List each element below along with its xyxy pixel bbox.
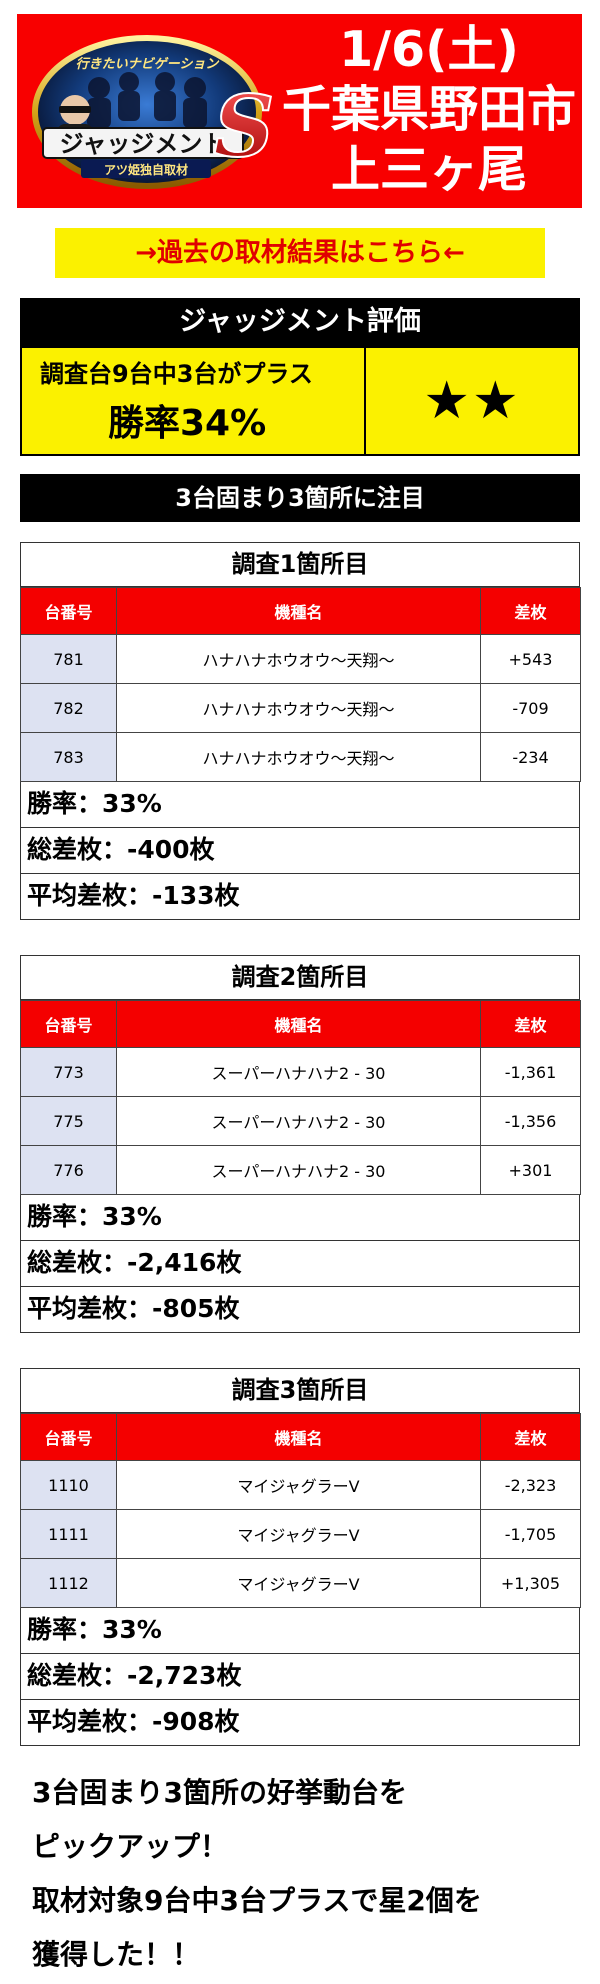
machine-diff: -1,361 [480,1047,581,1097]
machine-number: 781 [20,634,117,684]
header-model: 機種名 [116,1413,481,1461]
judgement-title: ジャッジメント評価 [20,298,580,346]
survey-title: 調査2箇所目 [20,955,580,1000]
focus-heading: 3台固まり3箇所に注目 [20,474,580,522]
table-header-row: 台番号 機種名 差枚 [20,587,581,635]
header-diff: 差枚 [480,587,581,635]
survey-title: 調査3箇所目 [20,1368,580,1413]
machine-table: 台番号 機種名 差枚 773 スーパーハナハナ2 - 30 -1,361 775… [20,1000,581,1195]
machine-model: スーパーハナハナ2 - 30 [116,1145,481,1195]
header-number: 台番号 [20,1413,117,1461]
judgement-result: 調査台9台中3台がプラス 勝率34% [22,348,366,454]
judgement-summary: 調査台9台中3台がプラス [40,360,313,388]
table-row: 773 スーパーハナハナ2 - 30 -1,361 [20,1047,581,1097]
machine-number: 775 [20,1096,117,1146]
survey-total-diff: 総差枚：-400枚 [20,828,580,874]
judgement-s-logo: 行きたいナビゲーション ジャッジメント アツ姫独自取材 S [32,35,275,189]
table-row: 781 ハナハナホウオウ～天翔～ +543 [20,634,581,684]
machine-table: 台番号 機種名 差枚 1110 マイジャグラーV -2,323 1111 マイジ… [20,1413,581,1608]
machine-diff: -1,356 [480,1096,581,1146]
survey-win-rate: 勝率：33% [20,1195,580,1241]
survey-average-diff: 平均差枚：-908枚 [20,1700,580,1746]
past-results-link[interactable]: →過去の取材結果はこちら← [55,228,545,278]
table-row: 782 ハナハナホウオウ～天翔～ -709 [20,683,581,733]
machine-number: 773 [20,1047,117,1097]
survey-title: 調査1箇所目 [20,542,580,587]
header-banner: 行きたいナビゲーション ジャッジメント アツ姫独自取材 S 1/6(土) 千葉県… [17,14,582,208]
machine-diff: +301 [480,1145,581,1195]
machine-diff: +543 [480,634,581,684]
survey-average-diff: 平均差枚：-805枚 [20,1287,580,1333]
machine-number: 776 [20,1145,117,1195]
machine-number: 783 [20,732,117,782]
header-number: 台番号 [20,587,117,635]
table-row: 1112 マイジャグラーV +1,305 [20,1558,581,1608]
machine-model: スーパーハナハナ2 - 30 [116,1047,481,1097]
header-diff: 差枚 [480,1000,581,1048]
machine-number: 1112 [20,1558,117,1608]
table-header-row: 台番号 機種名 差枚 [20,1413,581,1461]
survey-win-rate: 勝率：33% [20,782,580,828]
judgement-panel: 調査台9台中3台がプラス 勝率34% ★★ [20,346,580,456]
table-row: 1110 マイジャグラーV -2,323 [20,1460,581,1510]
machine-model: ハナハナホウオウ～天翔～ [116,683,481,733]
table-row: 783 ハナハナホウオウ～天翔～ -234 [20,732,581,782]
machine-number: 1111 [20,1509,117,1559]
survey-total-diff: 総差枚：-2,723枚 [20,1654,580,1700]
header-model: 機種名 [116,1000,481,1048]
machine-diff: -709 [480,683,581,733]
logo-sub-text: アツ姫独自取材 [104,162,188,177]
survey-total-diff: 総差枚：-2,416枚 [20,1241,580,1287]
machine-model: マイジャグラーV [116,1558,481,1608]
machine-model: マイジャグラーV [116,1460,481,1510]
summary-line: ピックアップ！ [32,1830,229,1863]
machine-model: ハナハナホウオウ～天翔～ [116,732,481,782]
summary-text: 3台固まり3箇所の好挙動台を ピックアップ！ 取材対象9台中3台プラスで星2個を… [32,1766,572,1982]
machine-table: 台番号 機種名 差枚 781 ハナハナホウオウ～天翔～ +543 782 ハナハ… [20,587,581,782]
table-row: 776 スーパーハナハナ2 - 30 +301 [20,1145,581,1195]
machine-diff: +1,305 [480,1558,581,1608]
machine-diff: -234 [480,732,581,782]
header-area: 上三ヶ尾 [330,141,527,198]
header-title: 1/6(土) 千葉県野田市 上三ヶ尾 [279,20,579,200]
machine-model: ハナハナホウオウ～天翔～ [116,634,481,684]
header-number: 台番号 [20,1000,117,1048]
survey-win-rate: 勝率：33% [20,1608,580,1654]
summary-line: 3台固まり3箇所の好挙動台を [32,1776,407,1809]
judgement-stars: ★★ [423,371,521,431]
logo-main-text: ジャッジメント [60,130,227,158]
summary-line: 取材対象9台中3台プラスで星2個を [32,1884,482,1917]
header-diff: 差枚 [480,1413,581,1461]
machine-model: マイジャグラーV [116,1509,481,1559]
table-row: 775 スーパーハナハナ2 - 30 -1,356 [20,1096,581,1146]
header-model: 機種名 [116,587,481,635]
survey-block-2: 調査2箇所目 台番号 機種名 差枚 773 スーパーハナハナ2 - 30 -1,… [20,955,581,1333]
machine-number: 1110 [20,1460,117,1510]
machine-diff: -2,323 [480,1460,581,1510]
table-header-row: 台番号 機種名 差枚 [20,1000,581,1048]
summary-line: 獲得した！！ [32,1938,201,1971]
logo-s-letter: S [214,77,275,176]
survey-block-1: 調査1箇所目 台番号 機種名 差枚 781 ハナハナホウオウ～天翔～ +543 … [20,542,581,920]
machine-diff: -1,705 [480,1509,581,1559]
machine-number: 782 [20,683,117,733]
survey-block-3: 調査3箇所目 台番号 機種名 差枚 1110 マイジャグラーV -2,323 1… [20,1368,581,1746]
judgement-win-rate: 勝率34% [108,403,267,444]
machine-model: スーパーハナハナ2 - 30 [116,1096,481,1146]
table-row: 1111 マイジャグラーV -1,705 [20,1509,581,1559]
header-city: 千葉県野田市 [281,81,576,138]
logo-top-text: 行きたいナビゲーション [76,56,220,72]
header-date: 1/6(土) [339,21,519,78]
survey-average-diff: 平均差枚：-133枚 [20,874,580,920]
